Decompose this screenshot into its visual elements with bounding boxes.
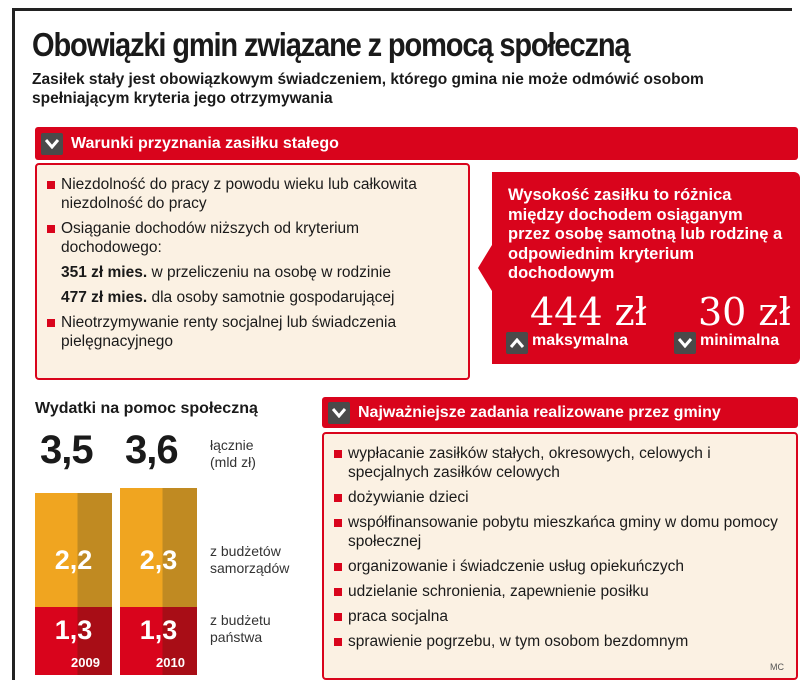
item-text: sprawienie pogrzebu, w tym osobom bezdom… — [348, 633, 689, 650]
bullet-icon — [334, 494, 342, 502]
bar-segment-2009-state: 1,3 — [35, 607, 112, 675]
criterion-amount: 351 zł mies. — [61, 264, 148, 281]
callout-text: Wysokość zasiłku to różnica między docho… — [508, 186, 783, 282]
year-label: 2010 — [156, 655, 185, 670]
bullet-icon — [334, 519, 342, 527]
total-2009: 3,5 — [40, 428, 94, 472]
chevron-down-icon — [674, 332, 696, 354]
credit: MC — [770, 662, 784, 672]
item-text: praca socjalna — [348, 608, 448, 625]
bullet-icon — [47, 319, 55, 327]
bar-segment-2010-state: 1,3 — [120, 607, 197, 675]
tasks-box: wypłacanie zasiłków stałych, okresowych,… — [322, 432, 798, 680]
item-text: organizowanie i świadczenie usług opieku… — [348, 558, 685, 575]
frame-top-line — [12, 8, 792, 11]
bar-value-label: 1,3 — [54, 615, 93, 646]
conditions-header: Warunki przyznania zasiłku stałego — [35, 127, 798, 160]
criterion-text: w przeliczeniu na osobę w rodzinie — [151, 264, 392, 281]
list-item: udzielanie schronienia, zapewnienie posi… — [334, 582, 786, 601]
list-item: Osiąganie dochodów niższych od kryterium… — [47, 219, 458, 257]
page-title: Obowiązki gmin związane z pomocą społecz… — [32, 26, 631, 63]
item-text: wypłacanie zasiłków stałych, okresowych,… — [348, 445, 711, 481]
list-item: Nieotrzymywanie renty socjalnej lub świa… — [47, 313, 458, 351]
list-item: dożywianie dzieci — [334, 488, 786, 507]
list-item: praca socjalna — [334, 607, 786, 626]
bar-value-label: 1,3 — [139, 615, 178, 646]
amount-callout: Wysokość zasiłku to różnica między docho… — [478, 172, 800, 364]
criterion: 351 zł mies. w przeliczeniu na osobę w r… — [47, 263, 458, 282]
bullet-icon — [334, 588, 342, 596]
item-text: Nieotrzymywanie renty socjalnej lub świa… — [61, 314, 397, 350]
conditions-header-label: Warunki przyznania zasiłku stałego — [71, 134, 339, 152]
subtitle: Zasiłek stały jest obowiązkowym świadcze… — [32, 71, 704, 107]
bullet-icon — [334, 613, 342, 621]
legend-local: z budżetów samorządów — [210, 543, 290, 576]
list-item: sprawienie pogrzebu, w tym osobom bezdom… — [334, 632, 786, 651]
tasks-header: Najważniejsze zadania realizowane przez … — [322, 397, 798, 428]
bar-segment-2009-local: 2,2 — [35, 493, 112, 608]
tasks-header-label: Najważniejsze zadania realizowane przez … — [358, 403, 721, 421]
chevron-down-icon — [41, 132, 63, 155]
bar-value-label: 2,2 — [54, 545, 93, 576]
min-label: minimalna — [700, 332, 780, 349]
total-2010: 3,6 — [125, 428, 179, 472]
bullet-icon — [334, 450, 342, 458]
bullet-icon — [47, 225, 55, 233]
bullet-icon — [334, 638, 342, 646]
criterion: 477 zł mies. dla osoby samotnie gospodar… — [47, 288, 458, 307]
year-label: 2009 — [71, 655, 100, 670]
frame-left-line — [12, 8, 15, 680]
max-value: 444 zł — [530, 290, 647, 334]
item-text: Niezdolność do pracy z powodu wieku lub … — [61, 176, 417, 212]
chevron-down-icon — [328, 401, 350, 424]
criterion-amount: 477 zł mies. — [61, 289, 148, 306]
criterion-text: dla osoby samotnie gospodarującej — [151, 289, 395, 306]
min-value: 30 zł — [698, 290, 791, 334]
bullet-icon — [334, 563, 342, 571]
list-item: współfinansowanie pobytu mieszkańca gmin… — [334, 513, 786, 551]
total-label: łącznie (mld zł) — [210, 437, 256, 470]
chevron-up-icon — [506, 332, 528, 354]
conditions-box: Niezdolność do pracy z powodu wieku lub … — [35, 163, 470, 380]
list-item: organizowanie i świadczenie usług opieku… — [334, 557, 786, 576]
item-text: Osiąganie dochodów niższych od kryterium… — [61, 220, 360, 256]
list-item: Niezdolność do pracy z powodu wieku lub … — [47, 175, 458, 213]
item-text: udzielanie schronienia, zapewnienie posi… — [348, 583, 649, 600]
bar-value-label: 2,3 — [139, 545, 178, 576]
legend-state: z budżetu państwa — [210, 612, 271, 645]
item-text: dożywianie dzieci — [348, 489, 469, 506]
list-item: wypłacanie zasiłków stałych, okresowych,… — [334, 444, 786, 482]
item-text: współfinansowanie pobytu mieszkańca gmin… — [348, 514, 778, 550]
bar-segment-2010-local: 2,3 — [120, 487, 197, 608]
max-label: maksymalna — [532, 332, 629, 349]
chart-title: Wydatki na pomoc społeczną — [35, 400, 258, 417]
bullet-icon — [47, 181, 55, 189]
